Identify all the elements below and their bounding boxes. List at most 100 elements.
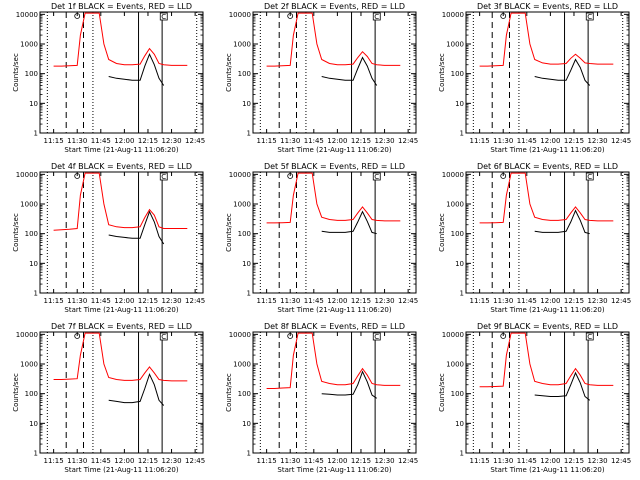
lld-series-line <box>266 332 401 389</box>
x-tick-label: 12:15 <box>351 297 371 305</box>
chart-title: Det 1f BLACK = Events, RED = LLD <box>51 2 192 11</box>
x-tick-label: 12:45 <box>398 137 418 145</box>
top-marker-circle <box>287 173 294 179</box>
lld-series-line <box>479 172 614 224</box>
legend-box <box>159 12 168 21</box>
top-marker-circle <box>287 13 294 19</box>
x-axis-label: Start Time (21-Aug-11 11:06:20) <box>277 306 391 314</box>
events-series-line <box>108 372 165 406</box>
plot-frame <box>252 11 417 134</box>
y-tick-label: 10 <box>455 420 464 428</box>
x-axis-label: Start Time (21-Aug-11 11:06:20) <box>64 146 178 154</box>
x-tick-label: 12:00 <box>540 457 560 465</box>
y-tick-label: 100 <box>238 70 251 78</box>
y-tick-label: 1 <box>247 130 251 138</box>
y-tick-label: 10 <box>242 420 251 428</box>
x-tick-label: 12:15 <box>138 297 158 305</box>
x-tick-label: 12:30 <box>374 297 394 305</box>
x-tick-label: 12:30 <box>587 297 607 305</box>
lld-series-line <box>53 12 188 67</box>
y-tick-label: 1000 <box>446 201 464 209</box>
y-tick-label: 1000 <box>233 361 251 369</box>
x-tick-label: 12:30 <box>587 137 607 145</box>
chart-title: Det 5f BLACK = Events, RED = LLD <box>264 162 405 171</box>
x-tick-label: 11:30 <box>67 297 87 305</box>
y-tick-label: 1 <box>34 450 38 458</box>
legend-box <box>585 172 594 181</box>
y-axis-label: Counts/sec <box>12 213 20 252</box>
events-series-line <box>108 210 165 245</box>
legend-box <box>585 332 594 341</box>
y-tick-label: 1000 <box>446 41 464 49</box>
x-tick-label: 11:45 <box>517 297 537 305</box>
x-tick-label: 11:45 <box>91 137 111 145</box>
y-tick-label: 1000 <box>233 41 251 49</box>
chart-title: Det 8f BLACK = Events, RED = LLD <box>264 322 405 331</box>
x-tick-label: 11:15 <box>470 457 490 465</box>
x-tick-label: 11:45 <box>91 297 111 305</box>
x-tick-label: 12:30 <box>374 137 394 145</box>
events-series-line <box>534 58 591 86</box>
y-tick-label: 10000 <box>16 171 38 179</box>
y-tick-label: 10 <box>29 260 38 268</box>
legend-box-label: C <box>374 13 379 21</box>
y-tick-label: 100 <box>25 230 38 238</box>
y-axis-label: Counts/sec <box>225 213 233 252</box>
y-tick-label: 10000 <box>229 171 251 179</box>
y-tick-label: 10 <box>242 100 251 108</box>
top-marker-circle <box>74 333 81 339</box>
x-tick-label: 12:45 <box>185 137 205 145</box>
y-tick-label: 10 <box>29 420 38 428</box>
legend-box <box>372 172 381 181</box>
x-tick-label: 11:15 <box>257 297 277 305</box>
y-tick-label: 1 <box>460 290 464 298</box>
plot-frame <box>465 331 630 454</box>
plot-frame <box>252 171 417 294</box>
y-tick-label: 10000 <box>16 331 38 339</box>
y-tick-label: 1 <box>460 450 464 458</box>
chart-title: Det 6f BLACK = Events, RED = LLD <box>477 162 618 171</box>
plot-frame <box>39 331 204 454</box>
x-tick-label: 11:45 <box>517 137 537 145</box>
plot-frame <box>39 171 204 294</box>
lld-series-line <box>479 332 614 388</box>
x-tick-label: 12:15 <box>564 457 584 465</box>
x-tick-label: 12:15 <box>138 457 158 465</box>
y-tick-label: 10000 <box>442 171 464 179</box>
legend-box-label: C <box>587 173 592 181</box>
chart-panel: Det 5f BLACK = Events, RED = LLD 1 10 100 10… <box>225 162 418 314</box>
x-tick-label: 11:30 <box>67 137 87 145</box>
lld-series-line <box>266 172 401 224</box>
y-tick-label: 1 <box>247 290 251 298</box>
x-tick-label: 11:30 <box>280 297 300 305</box>
plot-frame <box>465 11 630 134</box>
x-tick-label: 12:30 <box>161 297 181 305</box>
x-tick-label: 12:45 <box>611 137 631 145</box>
x-tick-label: 11:30 <box>493 457 513 465</box>
x-axis-label: Start Time (21-Aug-11 11:06:20) <box>490 146 604 154</box>
y-tick-label: 100 <box>451 70 464 78</box>
events-series-line <box>534 371 591 401</box>
plot-frame <box>39 11 204 134</box>
x-tick-label: 11:30 <box>280 457 300 465</box>
y-tick-label: 100 <box>25 390 38 398</box>
x-tick-label: 11:30 <box>67 457 87 465</box>
lld-series-line <box>53 332 188 382</box>
x-tick-label: 12:45 <box>398 297 418 305</box>
y-tick-label: 10000 <box>16 11 38 19</box>
chart-panel: Det 9f BLACK = Events, RED = LLD 1 10 100 10… <box>438 322 631 474</box>
chart-panel: Det 1f BLACK = Events, RED = LLD 1 10 100 10… <box>12 2 205 154</box>
chart-panel: Det 4f BLACK = Events, RED = LLD 1 10 100 10… <box>12 162 205 314</box>
y-axis-label: Counts/sec <box>12 53 20 92</box>
plot-frame <box>252 331 417 454</box>
x-tick-label: 12:15 <box>138 137 158 145</box>
x-tick-label: 12:45 <box>611 457 631 465</box>
chart-title: Det 4f BLACK = Events, RED = LLD <box>51 162 192 171</box>
y-tick-label: 10 <box>29 100 38 108</box>
x-tick-label: 12:45 <box>398 457 418 465</box>
lld-series-line <box>479 12 614 67</box>
legend-box-label: C <box>161 333 166 341</box>
y-axis-label: Counts/sec <box>12 373 20 412</box>
x-tick-label: 11:15 <box>470 137 490 145</box>
chart-panel: Det 2f BLACK = Events, RED = LLD 1 10 100 10… <box>225 2 418 154</box>
